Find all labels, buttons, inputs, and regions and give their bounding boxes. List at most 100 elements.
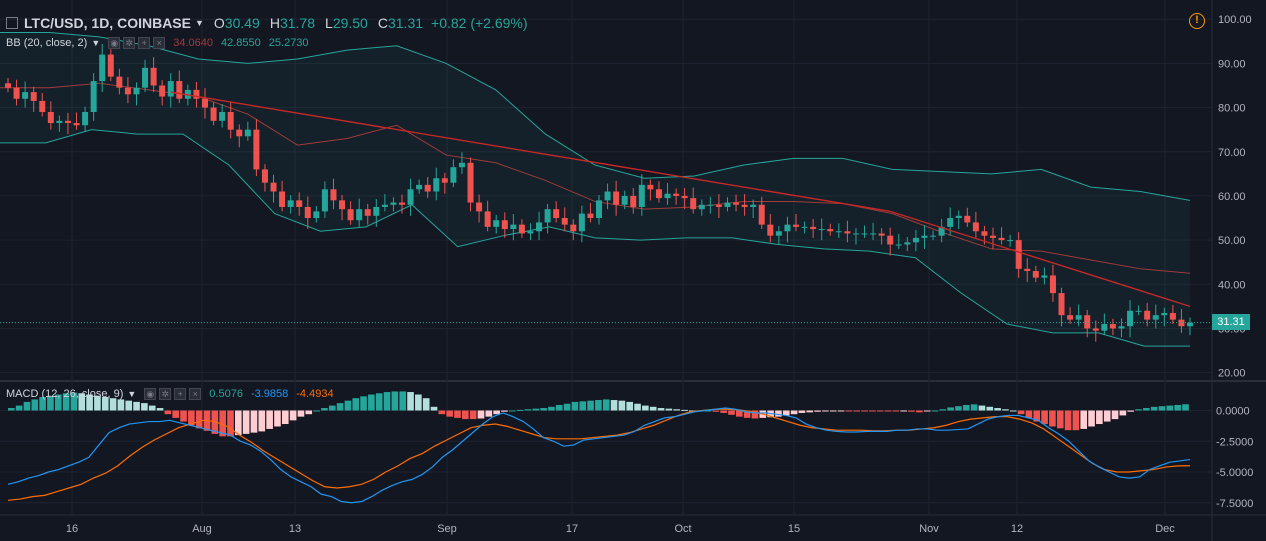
candle-body — [90, 81, 97, 112]
symbol-title[interactable]: LTC/USD, 1D, COINBASE — [24, 15, 191, 31]
macd-histogram-bar — [814, 410, 821, 412]
plus-icon[interactable]: + — [138, 37, 151, 49]
candle-body — [56, 120, 63, 124]
macd-histogram-bar — [180, 410, 187, 422]
macd-histogram-bar — [829, 410, 837, 412]
plus-icon[interactable]: + — [174, 388, 187, 400]
candle-body — [801, 226, 808, 228]
macd-histogram-bar — [978, 405, 986, 411]
macd-histogram-bar — [649, 406, 657, 411]
macd-histogram-bar — [125, 400, 133, 411]
macd-histogram-bar — [242, 410, 250, 434]
candle-body — [544, 209, 551, 223]
candle-body — [501, 220, 508, 230]
candle-body — [330, 189, 337, 201]
chevron-down-icon[interactable]: ▼ — [194, 18, 204, 28]
candle-body — [587, 213, 594, 219]
macd-histogram-bar — [289, 410, 297, 421]
price-tick-label: 90.00 — [1218, 58, 1246, 70]
macd-histogram-bar — [962, 404, 970, 411]
macd-histogram-bar — [375, 393, 383, 411]
chevron-down-icon[interactable]: ▼ — [127, 389, 137, 399]
macd-name[interactable]: MACD (12, 26, close, 9) — [6, 388, 124, 400]
bb-name[interactable]: BB (20, close, 2) — [6, 37, 88, 49]
macd-histogram-bar — [1143, 408, 1150, 411]
candle-body — [82, 111, 89, 126]
candle-body — [416, 184, 423, 190]
macd-histogram-bar — [1135, 409, 1142, 411]
macd-histogram-bar — [1025, 410, 1033, 418]
macd-histogram-bar — [383, 392, 391, 411]
candle-body — [733, 202, 740, 205]
chevron-down-icon[interactable]: ▼ — [91, 38, 101, 48]
macd-histogram-bar — [1158, 406, 1166, 411]
macd-histogram-bar — [610, 400, 618, 411]
macd-histogram-bar — [148, 405, 156, 411]
macd-histogram-bar — [1111, 410, 1119, 420]
macd-histogram-bar — [117, 399, 125, 411]
candle-body — [236, 129, 243, 137]
macd-histogram-bar — [8, 408, 15, 411]
candle-body — [493, 220, 500, 227]
macd-histogram-bar — [1166, 405, 1174, 411]
macd-histogram-bar — [344, 400, 352, 411]
price-tick-label: 20.00 — [1218, 368, 1246, 380]
gear-icon[interactable]: ✲ — [159, 388, 172, 400]
macd-histogram-bar — [908, 410, 915, 412]
macd-histogram-bar — [516, 409, 524, 411]
alert-icon[interactable]: ! — [1189, 13, 1205, 29]
macd-histogram-bar — [430, 406, 438, 411]
candle-body — [784, 224, 791, 232]
candle-body — [30, 92, 37, 101]
macd-histogram-bar — [188, 410, 195, 426]
macd-histogram-bar — [305, 410, 313, 415]
gear-icon[interactable]: ✲ — [123, 37, 136, 49]
candle-body — [690, 198, 697, 210]
macd-legend: MACD (12, 26, close, 9) ▼ ◉ ✲ + × 0.5076… — [6, 386, 334, 402]
candle-body — [167, 81, 174, 97]
candle-body — [553, 209, 560, 219]
trendline[interactable] — [890, 210, 1191, 308]
candle-body — [73, 123, 80, 126]
macd-histogram-bar — [869, 410, 876, 412]
macd-histogram-bar — [313, 410, 320, 412]
low-label: L — [325, 15, 333, 31]
macd-histogram-bar — [555, 404, 563, 411]
candle-body — [1169, 312, 1176, 320]
candle-body — [142, 67, 149, 88]
macd-histogram-bar — [900, 410, 907, 412]
macd-histogram-bar — [892, 410, 900, 412]
candle-body — [741, 204, 748, 207]
candle-body — [1109, 324, 1116, 329]
macd-histogram-bar — [1033, 410, 1041, 422]
candle-body — [1067, 315, 1074, 320]
candle-body — [1032, 271, 1039, 278]
candle-body — [638, 184, 645, 207]
close-icon[interactable]: × — [153, 37, 166, 49]
menu-icon[interactable] — [6, 17, 18, 29]
candle-body — [930, 235, 937, 237]
macd-histogram-bar — [415, 394, 422, 411]
candle-body — [373, 206, 380, 216]
eye-icon[interactable]: ◉ — [108, 37, 121, 49]
eye-icon[interactable]: ◉ — [144, 388, 157, 400]
open-label: O — [213, 15, 225, 31]
candle-body — [339, 200, 346, 210]
close-icon[interactable]: × — [189, 388, 202, 400]
close-label: C — [377, 15, 388, 31]
candle-body — [510, 224, 517, 230]
macd-histogram-bar — [133, 401, 140, 411]
candle-body — [219, 111, 226, 121]
candle-body — [407, 189, 414, 205]
macd-histogram-bar — [790, 410, 798, 415]
macd-histogram-bar — [579, 401, 587, 411]
candle-body — [39, 100, 46, 112]
candle-body — [775, 231, 782, 236]
candle-body — [715, 204, 722, 207]
macd-histogram-bar — [211, 410, 219, 434]
trendline[interactable] — [170, 91, 891, 213]
macd-histogram-bar — [634, 403, 641, 411]
macd-histogram-bar — [1182, 404, 1189, 411]
macd-histogram-bar — [822, 410, 829, 412]
